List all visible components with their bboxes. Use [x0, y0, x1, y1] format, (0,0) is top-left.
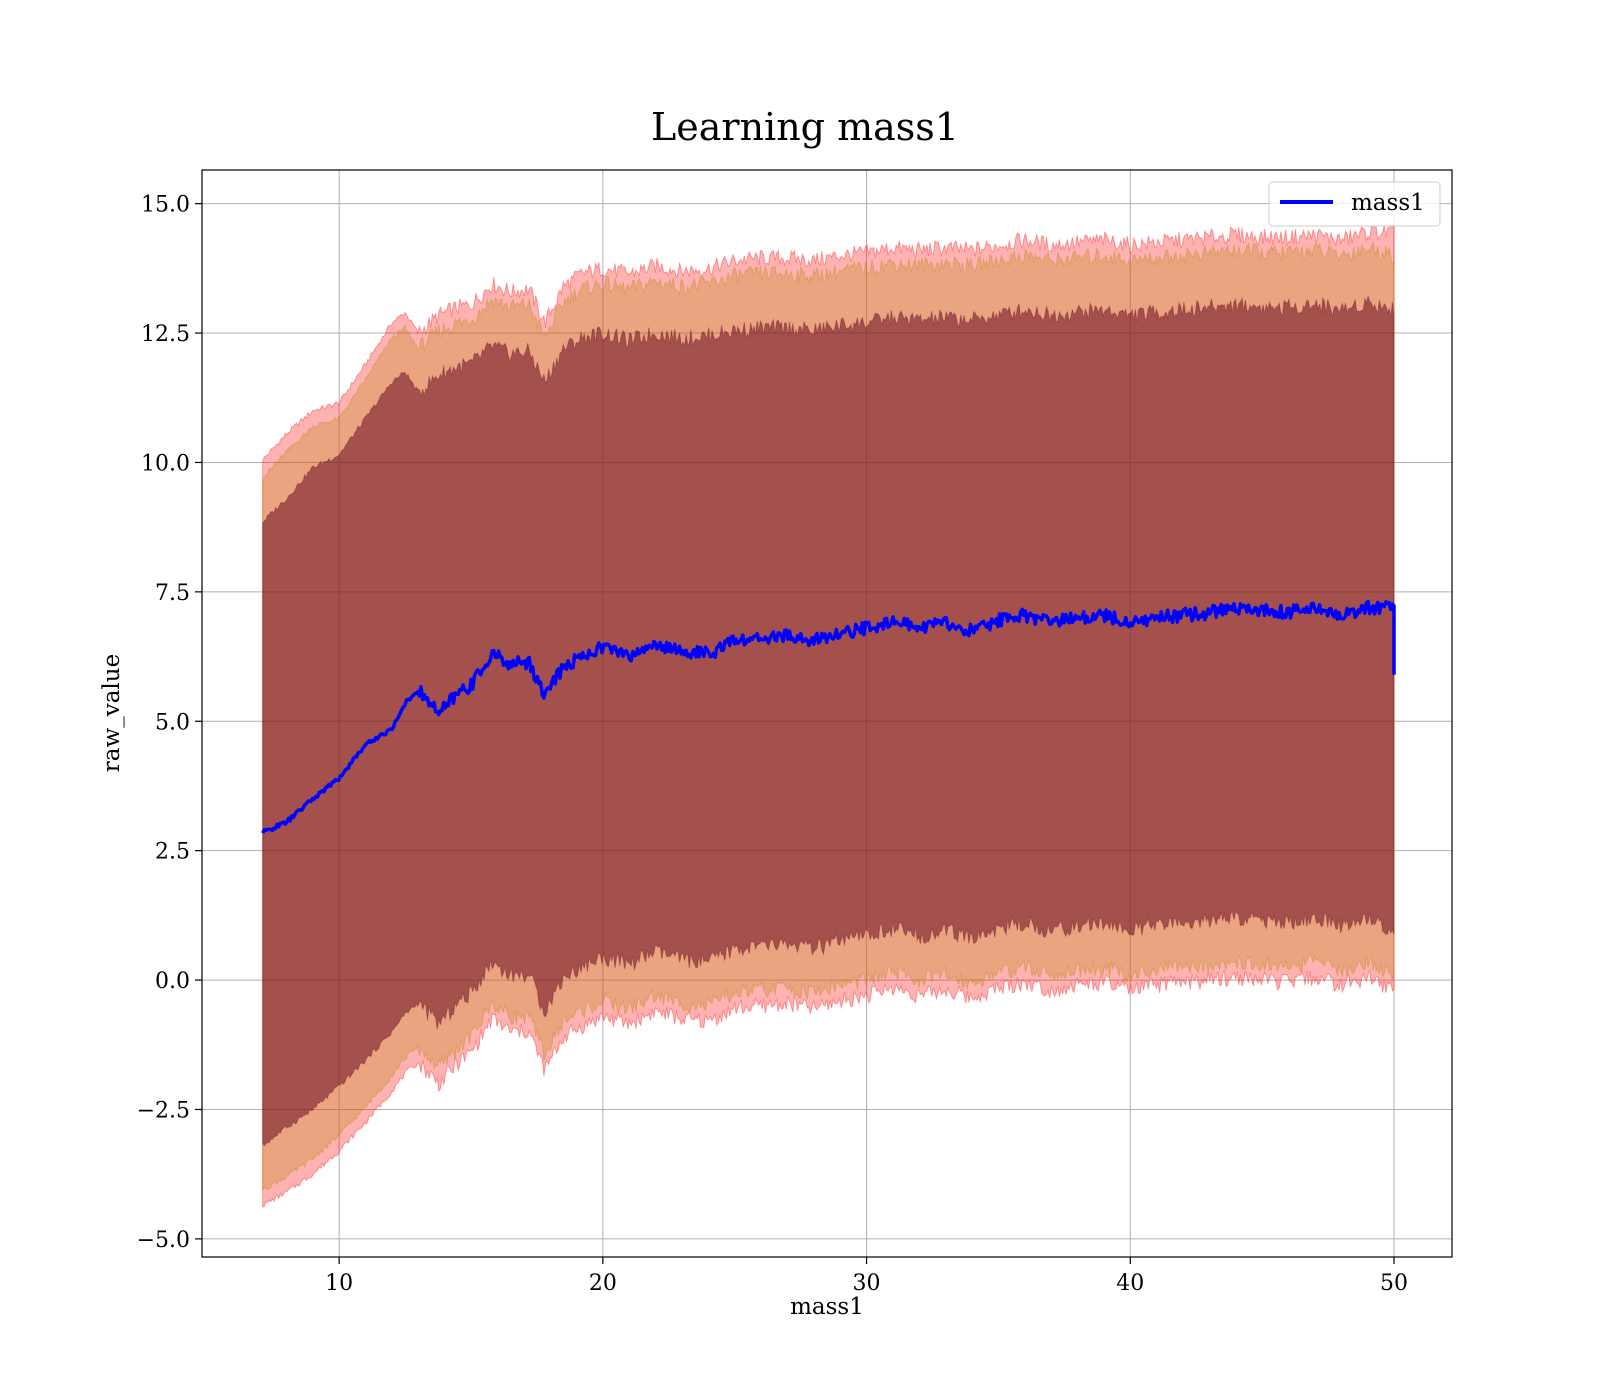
legend: mass1: [1268, 181, 1441, 227]
confidence-bands: [262, 222, 1395, 1209]
series-lines: [261, 599, 1396, 834]
x-tick-label-10: 10: [325, 1271, 353, 1296]
legend-box: [1268, 181, 1441, 227]
chart-title: Learning mass1: [651, 105, 959, 149]
legend-label-mass1: mass1: [1351, 190, 1425, 216]
series-line-mass1: [261, 599, 1396, 834]
band-inner: [262, 294, 1395, 1147]
y-tick-label-1: −2.5: [137, 1098, 190, 1123]
x-axis-ticks: 10 20 30 40 50: [325, 1257, 1408, 1296]
y-tick-label-8: 15.0: [141, 193, 190, 218]
y-tick-label-7: 12.5: [141, 322, 190, 347]
y-axis-ticks: −5.0 −2.5 0.0 2.5 5.0 7.5 10.0 12.5 15.0: [137, 193, 202, 1253]
y-axis-label: raw_value: [99, 654, 125, 772]
y-tick-label-4: 5.0: [155, 710, 190, 735]
y-tick-label-0: −5.0: [137, 1228, 190, 1253]
x-tick-label-40: 40: [1116, 1271, 1144, 1296]
x-tick-label-20: 20: [589, 1271, 617, 1296]
x-axis-label: mass1: [790, 1294, 864, 1320]
y-tick-label-3: 2.5: [155, 840, 190, 865]
x-tick-label-50: 50: [1380, 1271, 1408, 1296]
plot-frame: [201, 169, 1453, 1258]
y-tick-label-6: 10.0: [141, 451, 190, 476]
y-tick-label-2: 0.0: [155, 969, 190, 994]
y-tick-label-5: 7.5: [155, 581, 190, 606]
x-tick-label-30: 30: [853, 1271, 881, 1296]
